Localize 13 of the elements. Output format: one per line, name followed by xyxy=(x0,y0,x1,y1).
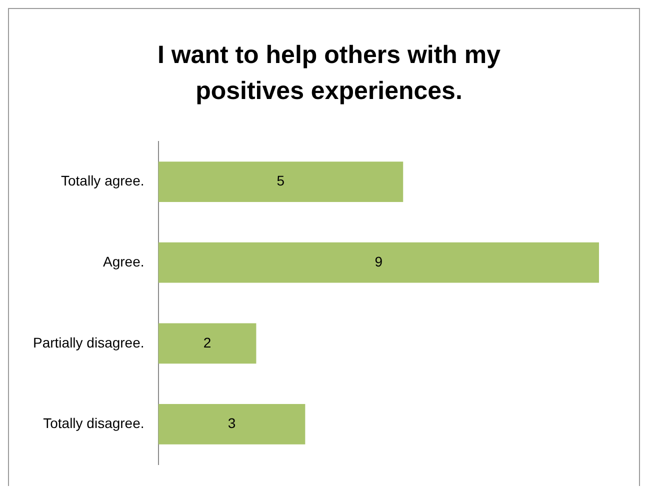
data-label: 9 xyxy=(374,253,383,270)
y-tick-label: Totally disagree. xyxy=(43,415,144,432)
bar xyxy=(158,162,404,202)
y-tick-label: Partially disagree. xyxy=(32,334,144,350)
y-tick-label: Totally agree. xyxy=(60,172,144,189)
y-tick-label: Agree. xyxy=(103,253,144,270)
bar xyxy=(158,242,599,283)
bar xyxy=(158,404,306,444)
bar xyxy=(158,323,256,364)
chart-title: I want to help others with my positives experiences. xyxy=(156,40,502,107)
data-label: 2 xyxy=(203,334,212,350)
data-label: 5 xyxy=(276,172,285,189)
data-label: 3 xyxy=(228,415,236,432)
